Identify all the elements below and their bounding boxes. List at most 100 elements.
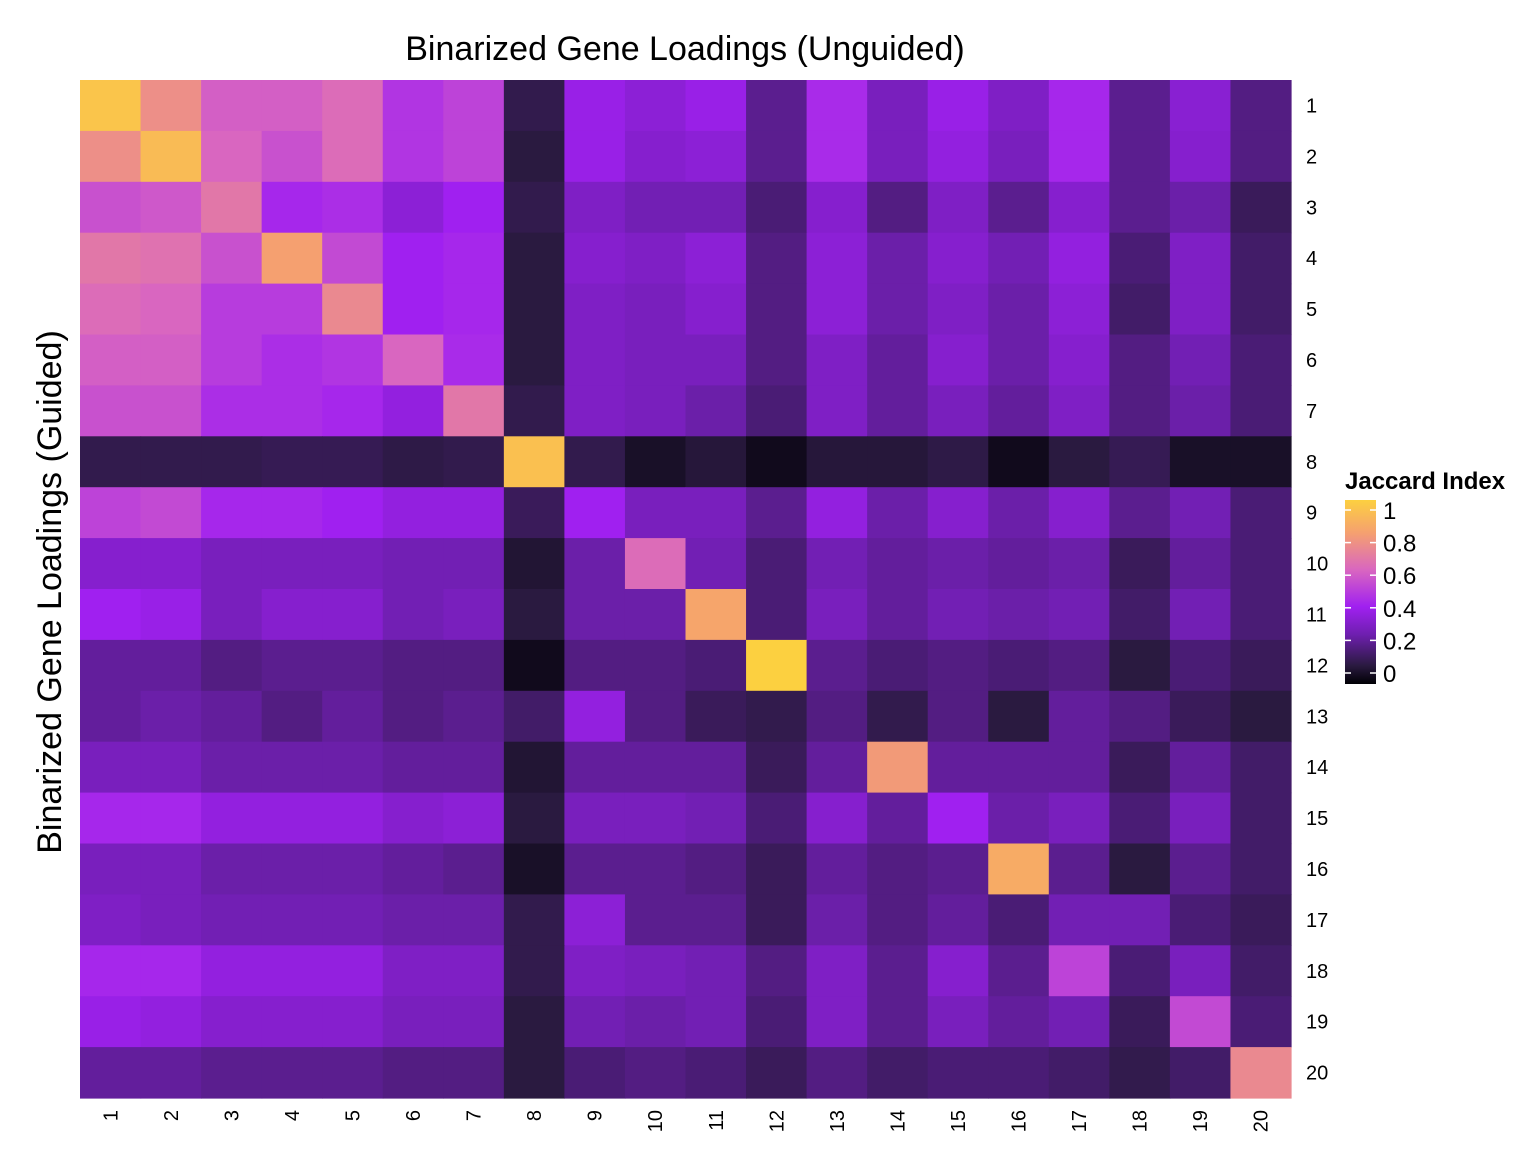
- heatmap-cell-r16-c7: [443, 843, 505, 895]
- chart-title: Binarized Gene Loadings (Unguided): [405, 30, 964, 68]
- heatmap-cell-r8-c6: [382, 436, 444, 488]
- heatmap-cell-r8-c18: [1109, 436, 1171, 488]
- y-tick-label: 14: [1306, 757, 1328, 779]
- heatmap-cell-r19-c15: [927, 996, 989, 1048]
- heatmap-cell-r3-c19: [1169, 181, 1232, 234]
- y-tick-label: 19: [1306, 1012, 1328, 1034]
- y-tick-label: 2: [1306, 146, 1317, 168]
- heatmap-cell-r7-c3: [201, 385, 263, 437]
- heatmap-cell-r17-c6: [382, 894, 444, 946]
- heatmap-cell-r10-c6: [382, 538, 444, 590]
- heatmap-cell-r18-c17: [1048, 945, 1110, 997]
- heatmap-cell-r6-c2: [140, 334, 202, 386]
- x-tick-label: 10: [645, 1110, 667, 1132]
- heatmap-cell-r17-c19: [1169, 894, 1232, 946]
- heatmap-cell-r19-c19: [1169, 996, 1232, 1048]
- heatmap-cell-r20-c8: [503, 1047, 565, 1099]
- heatmap-cell-r12-c19: [1169, 639, 1232, 692]
- heatmap-cell-r13-c10: [624, 690, 687, 743]
- heatmap-cell-r4-c20: [1230, 232, 1292, 285]
- heatmap-cell-r1-c11: [685, 80, 747, 132]
- heatmap-cell-r14-c4: [261, 741, 323, 794]
- heatmap-cell-r5-c12: [746, 283, 808, 336]
- heatmap-cell-r11-c2: [140, 589, 202, 641]
- legend-tick-label: 0.4: [1383, 596, 1416, 623]
- heatmap-cell-r1-c18: [1109, 80, 1171, 132]
- heatmap-cell-r11-c1: [80, 589, 142, 641]
- heatmap-cell-r18-c11: [685, 945, 747, 997]
- heatmap-cell-r12-c10: [624, 639, 687, 692]
- heatmap-cell-r12-c12: [746, 639, 808, 692]
- y-axis-label: Binarized Gene Loadings (Guided): [31, 330, 69, 854]
- heatmap-cell-r3-c18: [1109, 181, 1171, 234]
- heatmap-cell-r12-c3: [201, 639, 263, 692]
- heatmap-cell-r7-c1: [80, 385, 142, 437]
- heatmap-cell-r11-c20: [1230, 589, 1292, 641]
- heatmap-cell-r2-c2: [140, 130, 202, 183]
- heatmap-cell-r1-c13: [806, 80, 868, 132]
- legend-tick-label: 0.2: [1383, 628, 1416, 655]
- heatmap-cell-r5-c14: [867, 283, 929, 336]
- heatmap-cell-r6-c1: [80, 334, 142, 386]
- color-legend: Jaccard Index 1 0.8 0.6 0.4 0.2 0: [1345, 468, 1506, 688]
- heatmap-cell-r20-c2: [140, 1047, 202, 1099]
- heatmap-cell-r6-c6: [382, 334, 444, 386]
- legend-tick-label: 0.8: [1383, 531, 1416, 558]
- heatmap-cell-r6-c20: [1230, 334, 1292, 386]
- legend-tick-label: 0: [1383, 661, 1396, 688]
- heatmap-cell-r13-c3: [201, 690, 263, 743]
- heatmap-cell-r6-c3: [201, 334, 263, 386]
- heatmap-cell-r3-c6: [382, 181, 444, 234]
- heatmap-cell-r3-c11: [685, 181, 747, 234]
- heatmap-cell-r11-c5: [322, 589, 384, 641]
- heatmap-cell-r18-c8: [503, 945, 565, 997]
- heatmap-cell-r3-c7: [443, 181, 505, 234]
- heatmap-cell-r3-c15: [927, 181, 989, 234]
- heatmap-cell-r15-c20: [1230, 792, 1292, 845]
- heatmap-cell-r4-c12: [746, 232, 808, 285]
- legend-tick-label: 1: [1383, 498, 1396, 525]
- heatmap-cell-r12-c11: [685, 639, 747, 692]
- heatmap-cell-r2-c8: [503, 130, 565, 183]
- heatmap-cell-r14-c14: [867, 741, 929, 794]
- heatmap-cell-r11-c13: [806, 589, 868, 641]
- heatmap-cell-r3-c14: [867, 181, 929, 234]
- heatmap-cell-r8-c5: [322, 436, 384, 488]
- y-tick-label: 8: [1306, 452, 1317, 474]
- heatmap-cell-r2-c6: [382, 130, 444, 183]
- heatmap-cell-r15-c17: [1048, 792, 1110, 845]
- heatmap-cell-r3-c10: [624, 181, 687, 234]
- heatmap-cell-r10-c12: [746, 538, 808, 590]
- heatmap-cell-r19-c9: [564, 996, 626, 1048]
- heatmap-cell-r5-c5: [322, 283, 384, 336]
- heatmap-cell-r11-c11: [685, 589, 747, 641]
- heatmap-cell-r6-c13: [806, 334, 868, 386]
- heatmap-cell-r10-c1: [80, 538, 142, 590]
- heatmap-cell-r15-c7: [443, 792, 505, 845]
- heatmap-cell-r18-c15: [927, 945, 989, 997]
- heatmap-cell-r6-c16: [988, 334, 1050, 386]
- heatmap-cell-r15-c1: [80, 792, 142, 845]
- heatmap-cell-r6-c11: [685, 334, 747, 386]
- x-axis-ticks: 1 2 3 4 5 6 7 8 9 10 11 12 13 14 15 16 17 18 19 20: [100, 1110, 1272, 1132]
- x-tick-label: 14: [887, 1110, 909, 1132]
- heatmap-cell-r14-c13: [806, 741, 868, 794]
- heatmap-cell-r15-c15: [927, 792, 989, 845]
- heatmap-cell-r4-c8: [503, 232, 565, 285]
- y-tick-label: 7: [1306, 401, 1317, 423]
- heatmap-cell-r12-c6: [382, 639, 444, 692]
- heatmap-cell-r9-c18: [1109, 487, 1171, 539]
- heatmap-cell-r19-c12: [746, 996, 808, 1048]
- heatmap-cell-r4-c16: [988, 232, 1050, 285]
- x-tick-label: 2: [161, 1110, 183, 1121]
- heatmap-cell-r8-c13: [806, 436, 868, 488]
- heatmap-cell-r18-c5: [322, 945, 384, 997]
- heatmap-cell-r5-c6: [382, 283, 444, 336]
- x-tick-label: 12: [766, 1110, 788, 1132]
- heatmap-cell-r17-c3: [201, 894, 263, 946]
- heatmap-cell-r10-c2: [140, 538, 202, 590]
- y-tick-label: 15: [1306, 808, 1328, 830]
- heatmap-cell-r10-c11: [685, 538, 747, 590]
